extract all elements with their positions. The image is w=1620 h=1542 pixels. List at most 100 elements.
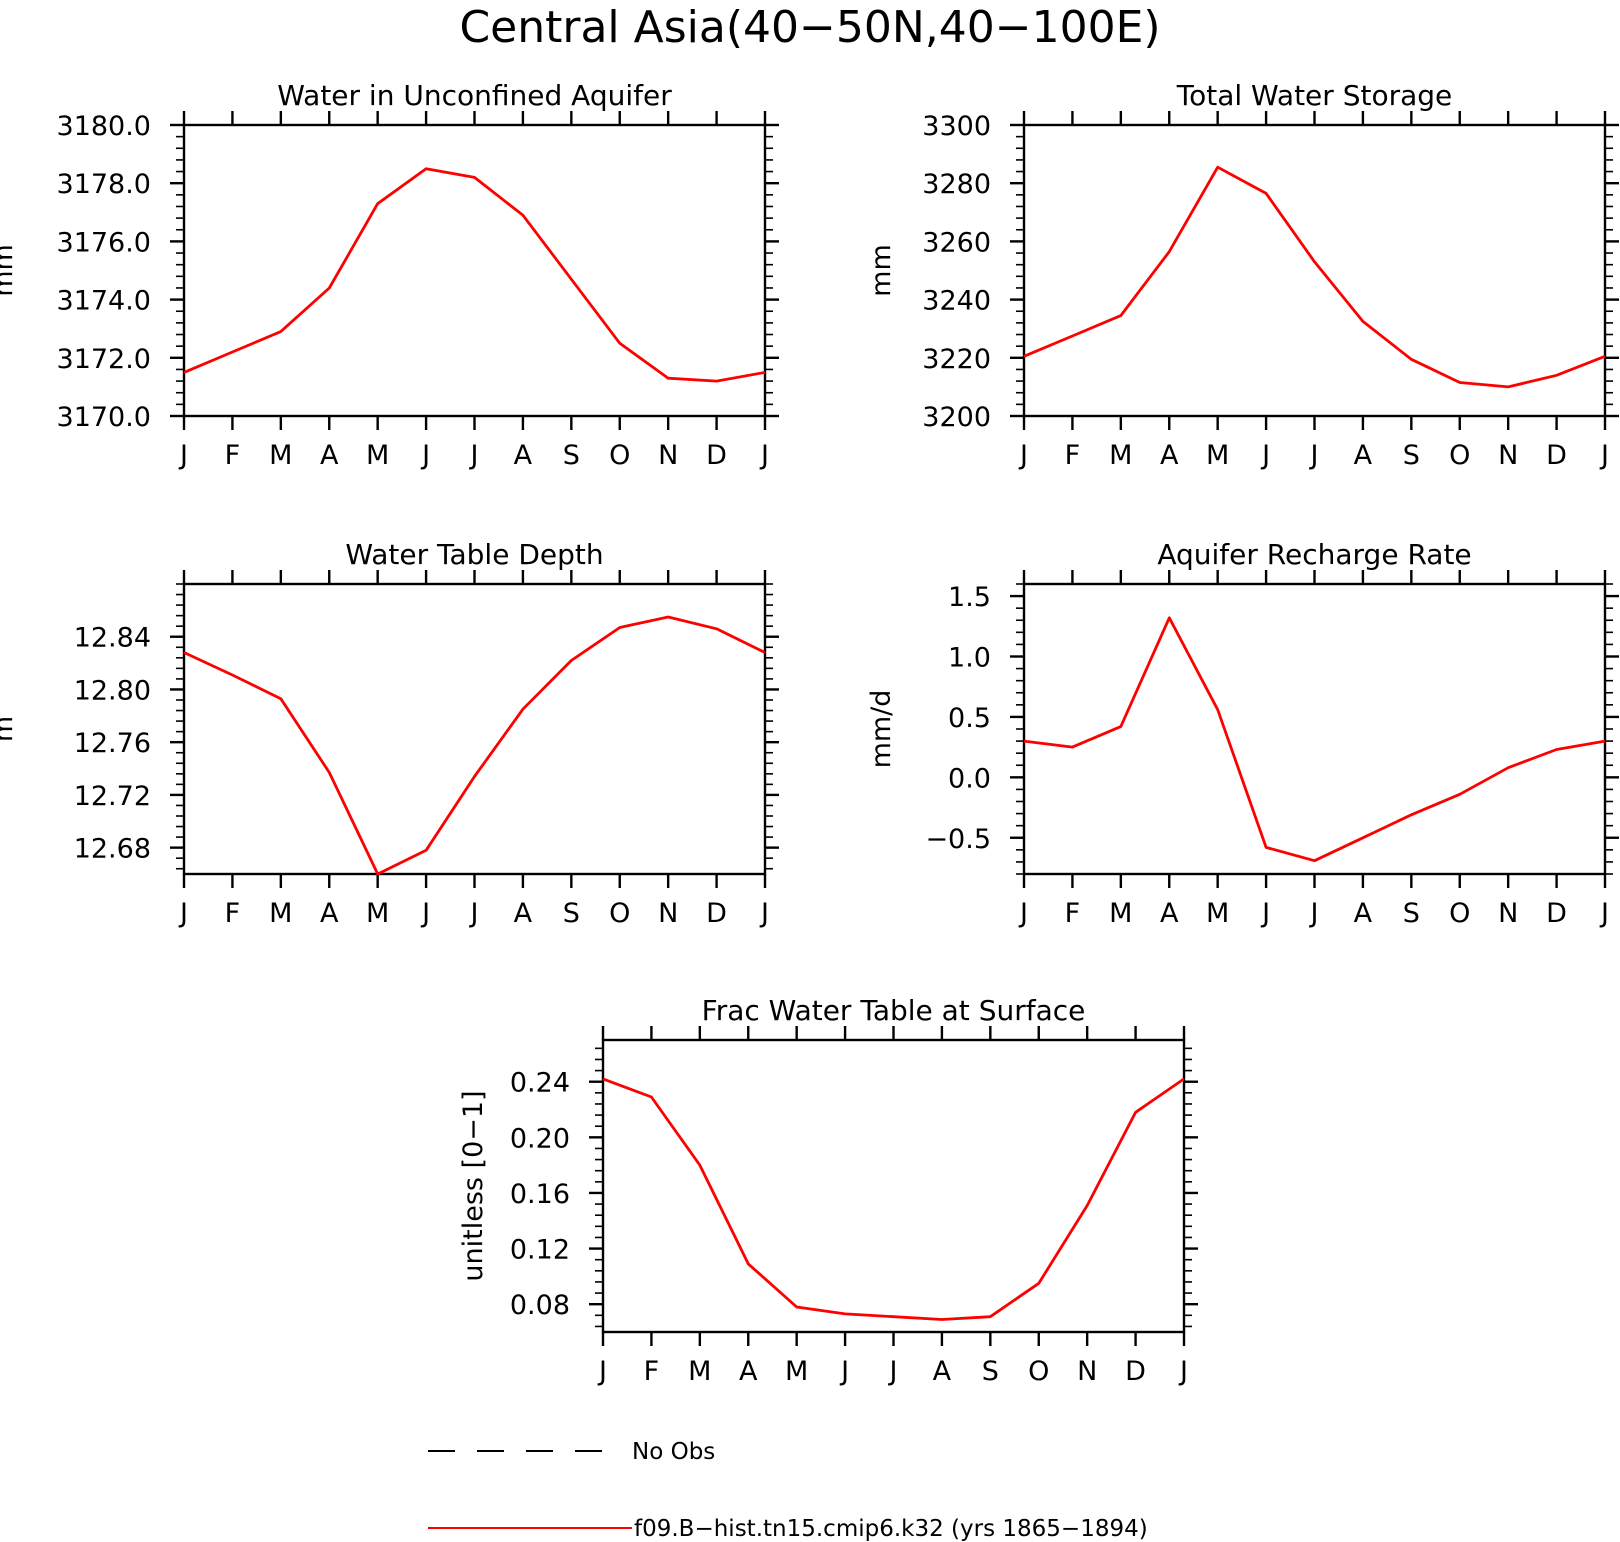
panel-title: Frac Water Table at Surface — [702, 994, 1086, 1027]
x-tick-label: A — [514, 898, 533, 929]
x-tick-label: F — [1065, 440, 1081, 471]
x-tick-label: J — [1309, 440, 1319, 471]
y-axis-label: mm/d — [866, 690, 897, 769]
y-tick-label: 0.16 — [510, 1179, 570, 1210]
y-tick-label: 0.5 — [948, 703, 991, 734]
x-tick-label: D — [1125, 1356, 1146, 1387]
x-tick-label: A — [933, 1356, 952, 1387]
y-tick-label: −0.5 — [925, 824, 991, 855]
x-tick-label: A — [1354, 898, 1373, 929]
x-tick-label: N — [1498, 898, 1518, 929]
plot-frame — [182, 123, 767, 418]
x-tick-label: J — [888, 1356, 898, 1387]
series-line — [183, 167, 766, 383]
panel-3: J F M A M J J A S O N D J12.6812.7212.7612.8012.84Wa… — [0, 538, 779, 929]
x-tick-label: D — [706, 440, 727, 471]
y-tick-label: 0.08 — [510, 1290, 570, 1321]
x-tick-label: J — [420, 440, 430, 471]
x-tick-label: J — [759, 440, 769, 471]
series-line — [1023, 165, 1606, 389]
x-tick-label: J — [597, 1356, 607, 1387]
y-tick-label: 12.76 — [74, 728, 151, 759]
x-tick-label: J — [1018, 440, 1028, 471]
y-tick-label: 12.80 — [74, 675, 151, 706]
x-tick-label: J — [178, 440, 188, 471]
x-tick-label: O — [1449, 440, 1470, 471]
y-axis-label: unitless [0−1] — [458, 1090, 489, 1281]
x-tick-label: O — [609, 898, 630, 929]
panel-title: Total Water Storage — [1176, 79, 1453, 112]
x-tick-label: M — [366, 440, 389, 471]
legend-obs-label: No Obs — [632, 1439, 715, 1465]
y-tick-label: 0.24 — [510, 1068, 570, 1099]
x-tick-label: J — [1309, 898, 1319, 929]
series-line — [602, 1077, 1185, 1321]
x-tick-label: M — [785, 1356, 808, 1387]
x-tick-label: M — [366, 898, 389, 929]
y-tick-label: 3174.0 — [57, 286, 151, 317]
x-tick-label: J — [469, 898, 479, 929]
y-tick-label: 3220 — [922, 344, 991, 375]
x-tick-label: A — [514, 440, 533, 471]
x-tick-label: O — [609, 440, 630, 471]
y-tick-label: 3200 — [922, 402, 991, 433]
y-tick-label: 12.68 — [74, 834, 151, 865]
x-tick-label: M — [1206, 898, 1229, 929]
legend-model-label: f09.B−hist.tn15.cmip6.k32 (yrs 1865−1894… — [634, 1516, 1148, 1542]
panels-group: J F M A M J J A S O N D J3170.03172.03174.03176.0317… — [0, 79, 1619, 1387]
y-tick-label: 3240 — [922, 286, 991, 317]
y-tick-label: 12.84 — [74, 623, 151, 654]
plot-frame — [182, 582, 767, 876]
x-tick-label: N — [1498, 440, 1518, 471]
y-tick-label: 1.0 — [948, 643, 991, 674]
x-tick-label: N — [1077, 1356, 1097, 1387]
panel-title: Water Table Depth — [345, 538, 603, 571]
x-tick-label: D — [1546, 440, 1567, 471]
y-tick-label: 0.12 — [510, 1235, 570, 1266]
plot-frame — [1022, 123, 1607, 418]
y-tick-label: 12.72 — [74, 781, 151, 812]
y-tick-label: 3180.0 — [57, 111, 151, 142]
y-tick-label: 3176.0 — [57, 227, 151, 258]
y-tick-label: 3300 — [922, 111, 991, 142]
panel-1: J F M A M J J A S O N D J3170.03172.03174.03176.0317… — [0, 79, 779, 471]
x-tick-label: S — [1403, 440, 1420, 471]
panel-title: Aquifer Recharge Rate — [1157, 538, 1471, 571]
x-tick-label: S — [563, 440, 580, 471]
series-line — [1023, 616, 1606, 863]
x-tick-label: J — [1599, 898, 1609, 929]
x-tick-label: M — [688, 1356, 711, 1387]
panel-2: J F M A M J J A S O N D J320032203240326032803300Tot… — [866, 79, 1619, 471]
x-tick-label: J — [1018, 898, 1028, 929]
panel-title: Water in Unconfined Aquifer — [277, 79, 672, 112]
x-tick-label: J — [1599, 440, 1609, 471]
x-tick-label: O — [1449, 898, 1470, 929]
x-tick-label: S — [982, 1356, 999, 1387]
x-tick-label: A — [1160, 898, 1179, 929]
y-tick-label: 1.5 — [948, 582, 991, 613]
x-tick-label: F — [1065, 898, 1081, 929]
x-tick-label: S — [563, 898, 580, 929]
x-tick-label: M — [1206, 440, 1229, 471]
x-tick-label: F — [644, 1356, 660, 1387]
x-tick-label: F — [225, 440, 241, 471]
x-tick-label: J — [469, 440, 479, 471]
x-tick-label: M — [1109, 898, 1132, 929]
x-tick-label: A — [739, 1356, 758, 1387]
y-tick-label: 3178.0 — [57, 169, 151, 200]
y-axis-label: mm — [866, 244, 897, 297]
x-tick-label: N — [658, 898, 678, 929]
x-tick-label: M — [269, 440, 292, 471]
series-line — [183, 615, 766, 876]
y-tick-label: 3170.0 — [57, 402, 151, 433]
x-tick-label: A — [320, 898, 339, 929]
y-tick-label: 3172.0 — [57, 344, 151, 375]
x-tick-label: S — [1403, 898, 1420, 929]
x-tick-label: J — [1260, 440, 1270, 471]
y-axis-label: mm — [0, 244, 19, 297]
x-tick-label: J — [420, 898, 430, 929]
x-tick-label: M — [1109, 440, 1132, 471]
